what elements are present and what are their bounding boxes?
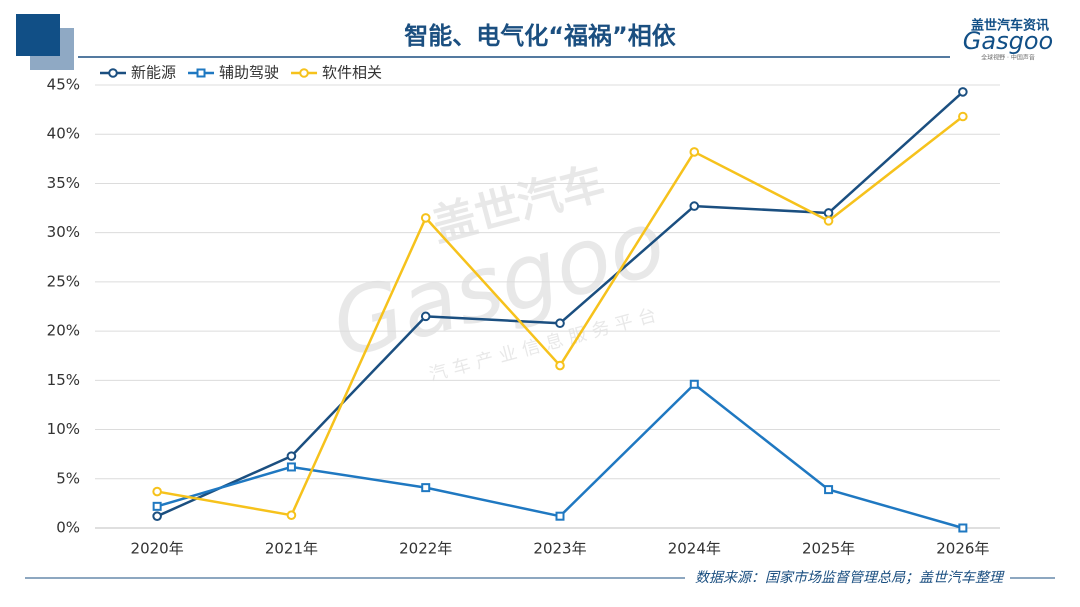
logo-name: Gasgoo <box>963 27 1053 55</box>
x-tick-label: 2023年 <box>533 540 586 558</box>
chart-title: 智能、电气化“福祸”相依 <box>404 22 677 50</box>
legend-marker <box>108 68 118 78</box>
x-tick-label: 2026年 <box>936 540 989 558</box>
point <box>420 311 431 322</box>
logo-slogan: 全球视野 · 中国声音 <box>981 54 1035 62</box>
point <box>152 486 162 497</box>
legend-marker <box>299 68 309 78</box>
point <box>286 462 296 472</box>
x-tick-label: 2020年 <box>131 540 184 558</box>
legend-item: 软件相关 <box>291 64 382 82</box>
legend-item: 辅助驾驶 <box>188 64 279 82</box>
x-tick-label: 2022年 <box>399 540 452 558</box>
y-tick-label: 0% <box>56 519 80 537</box>
plot-area: 0% 5% 10% 15% 20% 25% 30% 35% 40% 45% 2020年 2021年 20… <box>47 64 1000 558</box>
logo-brand: 盖世汽车资讯 <box>971 18 1049 34</box>
series-line <box>156 383 964 530</box>
point <box>689 147 700 157</box>
source-note: 数据来源：国家市场监督管理总局；盖世汽车整理 <box>695 570 1005 586</box>
y-tick-label: 15% <box>47 371 80 389</box>
point <box>555 511 565 521</box>
decor-square <box>16 14 60 56</box>
y-tick-label: 25% <box>47 272 80 290</box>
point <box>555 318 565 329</box>
y-tick-label: 30% <box>47 223 80 241</box>
x-tick-label: 2021年 <box>265 540 318 558</box>
point <box>286 451 297 461</box>
legend-label: 新能源 <box>131 64 176 82</box>
point <box>689 201 700 211</box>
watermark: 盖世汽车 Gasgoo 汽车产业信息服务平台 <box>321 157 676 385</box>
y-tick-label: 5% <box>56 469 80 487</box>
y-tick-label: 35% <box>47 174 80 192</box>
y-tick-label: 20% <box>47 322 80 340</box>
y-tick-label: 45% <box>47 76 80 94</box>
point <box>823 208 834 218</box>
point <box>824 485 834 495</box>
point <box>958 111 968 122</box>
y-tick-label: 40% <box>47 125 80 143</box>
legend-marker <box>196 68 206 78</box>
x-tick-label: 2025年 <box>802 540 855 558</box>
point <box>286 510 297 521</box>
y-tick-label: 10% <box>47 420 80 438</box>
point <box>152 501 162 511</box>
x-tick-label: 2024年 <box>668 540 721 558</box>
point <box>958 523 968 533</box>
point <box>689 379 699 389</box>
point <box>555 360 565 371</box>
point <box>823 216 834 226</box>
legend-label: 软件相关 <box>322 64 382 82</box>
point <box>420 213 431 223</box>
legend-item: 新能源 <box>100 64 176 82</box>
point <box>152 511 162 521</box>
point <box>421 483 431 493</box>
point <box>958 87 968 97</box>
legend-label: 辅助驾驶 <box>219 64 279 82</box>
